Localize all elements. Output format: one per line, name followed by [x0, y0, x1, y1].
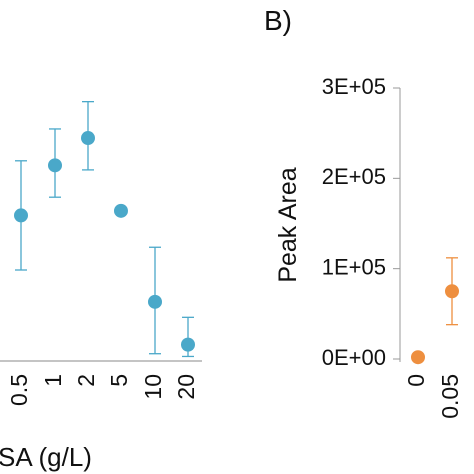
panel-a-x-axis-label: SA (g/L)	[0, 442, 92, 472]
panel-b-data-point	[411, 350, 425, 365]
panel-a-x-tick-label: 0.5	[6, 374, 32, 406]
panel-a-data-point	[148, 294, 162, 309]
panel-b-y-tick-label: 1E+05	[322, 254, 386, 279]
panel-a-x-tick-label: 20	[173, 374, 199, 400]
panel-b-y-tick-label: 3E+05	[322, 74, 386, 99]
panel-b-x-tick-labels: 0 0.05	[403, 374, 463, 419]
panel-a-x-tick-label: 5	[106, 374, 132, 387]
panel-a-data-point	[181, 337, 195, 352]
panel-b-data-point	[445, 284, 459, 299]
panel-a-x-tick-label: 1	[40, 374, 66, 387]
panel-b-x-tick-label: 0.05	[437, 374, 463, 419]
panel-b-marks	[411, 257, 459, 365]
panel-b-x-tick-label: 0	[403, 374, 429, 387]
panel-a-data-point	[114, 203, 128, 218]
panel-a-data-point	[81, 131, 95, 146]
panel-b-y-tick-label: 2E+05	[322, 164, 386, 189]
panel-a-chart: 0.5 1 2 5 10 20 SA (g/L)	[0, 101, 202, 472]
panel-a-data-point	[48, 158, 62, 173]
panel-b-y-tick-labels: 0E+00 1E+05 2E+05 3E+05	[322, 74, 400, 370]
panel-a-marks	[14, 101, 195, 358]
panel-a-data-point	[14, 208, 28, 223]
panel-a-x-tick-labels: 0.5 1 2 5 10 20	[6, 374, 199, 406]
panel-b-label: B)	[264, 5, 292, 36]
panel-a-x-tick-label: 2	[73, 374, 99, 387]
panel-b-y-tick-label: 0E+00	[322, 345, 386, 370]
panel-b-y-axis-label: Peak Area	[274, 167, 302, 282]
panel-a-x-tick-label: 10	[140, 374, 166, 400]
